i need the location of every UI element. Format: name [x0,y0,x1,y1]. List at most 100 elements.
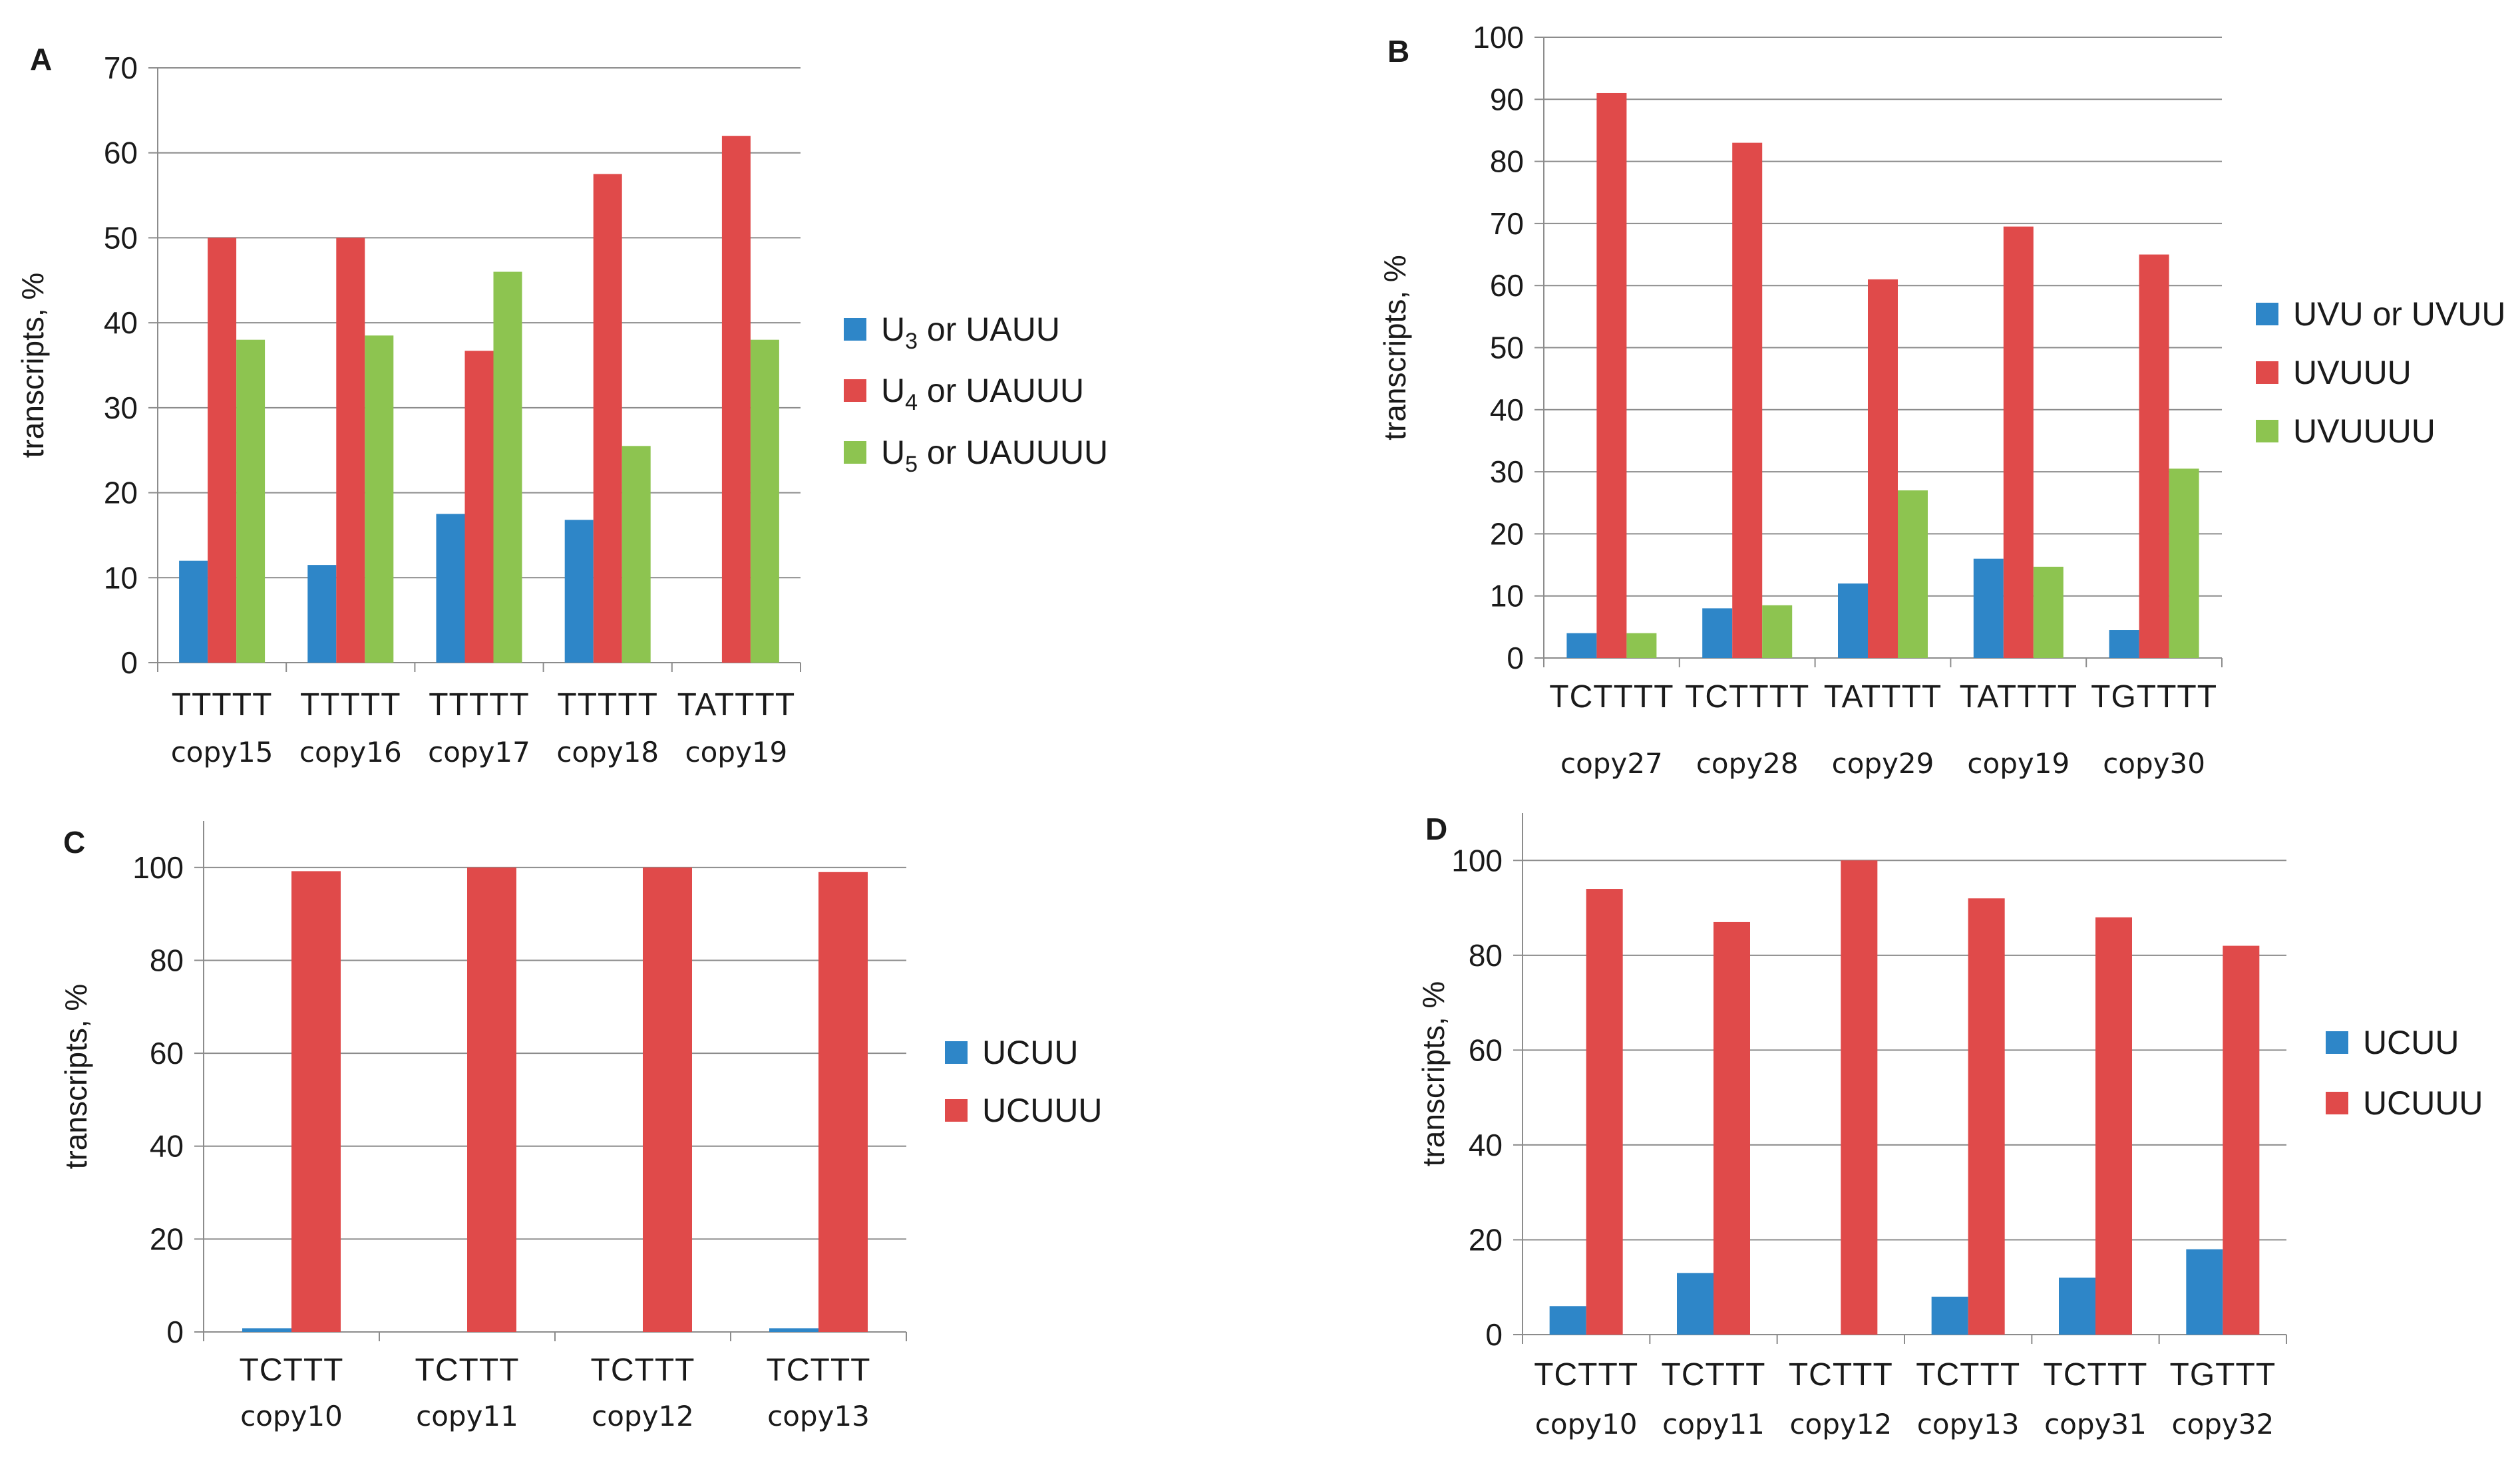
y-tick-label: 30 [104,391,138,425]
legend-label: UCUU [982,1034,1078,1071]
legend-swatch [844,379,866,402]
x-category-label: TTTTT [172,687,273,723]
legend-swatch [2326,1031,2348,1054]
y-tick-label: 20 [1490,516,1524,551]
bar [236,339,266,663]
bar [1586,889,1623,1335]
legend-swatch [844,441,866,464]
legend-swatch [844,318,866,341]
legend-label: UVU or UVUU [2293,295,2505,333]
x-category-label: TATTTT [1960,679,2078,715]
x-category-label: TCTTTT [1549,679,1674,715]
y-tick-label: 50 [1490,331,1524,365]
legend-label: U4 or UAUUU [881,372,1084,415]
bar [336,238,365,663]
panel-label: C [63,825,85,860]
bar [1596,92,1627,659]
bar [1838,583,1868,658]
y-tick-label: 60 [150,1036,184,1070]
bar [1702,608,1733,658]
legend-label: UCUU [2363,1024,2459,1061]
bar [769,1328,818,1332]
legend-label: U3 or UAUU [881,311,1060,354]
x-subcategory-label: copy12 [592,1400,694,1432]
panel-label: A [30,42,52,77]
y-tick-label: 100 [1473,20,1524,55]
y-tick-label: 10 [104,560,138,595]
bar [2169,468,2199,658]
x-category-label: TCTTT [1916,1357,2020,1392]
x-subcategory-label: copy17 [428,736,530,768]
bar [1549,1306,1586,1335]
x-subcategory-label: copy27 [1560,747,1663,780]
x-subcategory-label: copy29 [1832,747,1934,780]
x-subcategory-label: copy19 [685,736,788,768]
bar [1973,558,2004,658]
bar [2033,566,2064,658]
bar [1626,633,1657,658]
x-subcategory-label: copy18 [556,736,659,768]
bar [307,565,337,663]
x-subcategory-label: copy31 [2044,1408,2147,1440]
bar [622,446,651,663]
y-tick-label: 80 [150,943,184,977]
legend-label: UCUUU [2363,1084,2483,1122]
x-category-label: TTTTT [300,687,401,723]
y-tick-label: 0 [166,1315,184,1349]
y-tick-label: 100 [1451,843,1503,878]
x-category-label: TTTTT [429,687,530,723]
legend-swatch [945,1099,968,1122]
x-category-label: TCTTT [415,1353,520,1388]
legend-label: UVUUU [2293,354,2412,391]
y-tick-label: 100 [132,850,184,885]
x-subcategory-label: copy30 [2103,747,2205,780]
y-tick-label: 40 [104,305,138,340]
y-tick-label: 80 [1490,144,1524,179]
bar [2095,917,2132,1335]
bar [721,136,751,663]
x-subcategory-label: copy12 [1789,1408,1892,1440]
x-subcategory-label: copy10 [240,1400,343,1432]
x-subcategory-label: copy28 [1696,747,1799,780]
bar [2003,226,2034,658]
y-tick-label: 90 [1490,82,1524,116]
bar [493,271,522,663]
bar [1732,142,1763,659]
y-axis-label: transcripts, % [15,273,50,458]
bar [436,514,465,663]
y-tick-label: 70 [104,51,138,85]
bar [208,238,237,663]
bar [467,867,516,1332]
bar [2223,945,2260,1335]
y-tick-label: 60 [104,136,138,170]
bar [1868,279,1898,658]
x-subcategory-label: copy10 [1535,1408,1638,1440]
bar [2186,1249,2223,1335]
y-axis-label: transcripts, % [59,984,93,1170]
y-tick-label: 40 [150,1129,184,1164]
x-category-label: TCTTT [1534,1357,1638,1392]
bar [2139,254,2169,658]
y-tick-label: 70 [1490,206,1524,241]
y-tick-label: 0 [1485,1317,1503,1352]
bar [1713,921,1750,1335]
chart-panel-b: B 0 10 20 30 40 50 60 70 80 90 100 transcripts, % TCT… [1377,20,2505,780]
y-tick-label: 20 [104,476,138,510]
y-tick-label: 50 [104,220,138,255]
y-tick-label: 20 [150,1222,184,1256]
x-subcategory-label: copy19 [1967,747,2070,780]
y-tick-label: 60 [1469,1033,1503,1067]
y-tick-label: 0 [120,645,138,680]
x-category-label: TATTTT [677,687,796,723]
panel-label: D [1425,812,1447,846]
bar [2109,630,2139,658]
x-category-label: TCTTT [591,1353,695,1388]
legend-label: UCUUU [982,1092,1103,1129]
legend-swatch [2256,361,2278,384]
bar [1762,605,1793,658]
bar [1566,633,1597,658]
bar [1968,898,2005,1335]
x-subcategory-label: copy13 [767,1400,870,1432]
bar [464,351,494,663]
